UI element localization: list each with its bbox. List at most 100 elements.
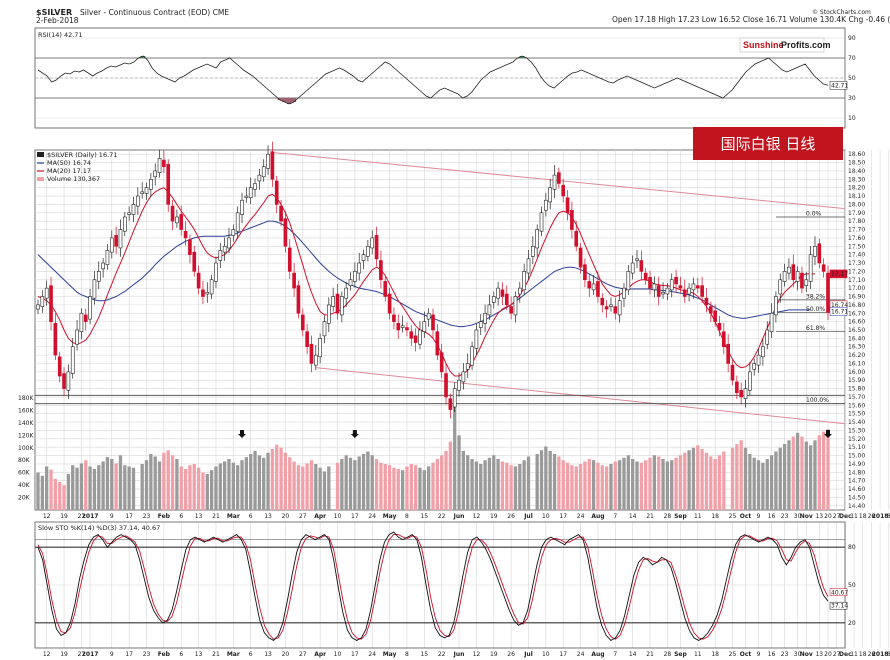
candle-body [626, 271, 631, 291]
candle-body [240, 199, 244, 215]
x-tick-label: 19 [490, 513, 498, 520]
volume-bar [665, 461, 670, 510]
x-tick-label: 9 [757, 513, 761, 520]
volume-bar [327, 466, 331, 510]
rsi-tick-label: 90 [848, 35, 856, 42]
candle-body [717, 323, 722, 331]
x-tick-label: 9 [110, 513, 114, 520]
volume-bar [192, 463, 196, 510]
rsi-label: RSI(14) 42.71 [38, 31, 83, 39]
volume-bar [392, 467, 396, 510]
candle-body [500, 289, 505, 297]
x-tick-label: 25 [729, 513, 737, 520]
candle-body [409, 331, 414, 339]
x-tick-label: 24 [577, 651, 585, 658]
volume-bar [288, 457, 292, 510]
candle-body [49, 285, 53, 322]
x-tick-label: 21 [646, 513, 654, 520]
candle-body [739, 389, 744, 398]
candle-body [175, 216, 179, 224]
candle-body [600, 297, 605, 306]
price-tick-label: 15.70 [848, 394, 865, 401]
candle-body [687, 287, 691, 295]
x-tick-label: 24 [368, 513, 376, 520]
candle-body [331, 296, 335, 307]
volume-bar [262, 457, 266, 510]
candle-body [227, 237, 231, 249]
volume-bar [236, 465, 240, 510]
volume-bar [105, 457, 110, 510]
candle-body [170, 205, 175, 222]
candle-body [748, 371, 752, 391]
candle-body [309, 343, 314, 364]
fib-label: 38.2% [806, 293, 825, 300]
x-tick-label: 17 [559, 651, 567, 658]
candle-body [235, 212, 240, 232]
price-tick-label: 17.10 [848, 277, 865, 284]
candle-body [300, 314, 305, 331]
x-tick-label: Mar [227, 651, 240, 658]
x-tick-label: 9 [757, 651, 761, 658]
volume-bar [444, 450, 448, 510]
volume-bar [492, 455, 496, 510]
volume-bar [604, 466, 609, 510]
candle-body [92, 279, 97, 299]
candle-body [622, 287, 626, 299]
volume-bar [787, 440, 791, 510]
x-tick-label: 26 [507, 651, 515, 658]
volume-bar [88, 466, 92, 510]
volume-bar [782, 444, 787, 510]
volume-bar [670, 460, 674, 510]
price-tick-label: 16.60 [848, 319, 865, 326]
price-tick-label: 17.70 [848, 227, 865, 234]
volume-bar [565, 462, 570, 510]
candle-body [140, 191, 144, 194]
x-tick-label: 8 [405, 513, 409, 520]
candle-body [652, 283, 657, 291]
price-tick-label: 15.10 [848, 444, 865, 451]
candle-body [57, 356, 62, 377]
volume-bar [466, 455, 470, 510]
candle-body [465, 363, 470, 370]
volume-bar [314, 463, 318, 510]
volume-bar [561, 460, 565, 510]
candle-body [66, 371, 71, 391]
x-tick-label: Aug [591, 651, 604, 658]
candle-body [561, 184, 566, 197]
candle-body [105, 250, 110, 265]
volume-bar [179, 466, 183, 510]
x-tick-label: 12 [43, 513, 51, 520]
price-tick-label: 16.40 [848, 335, 865, 342]
candle-body [795, 271, 800, 282]
price-tick-label: 16.80 [848, 302, 865, 309]
volume-bar [166, 450, 170, 510]
candle-body [557, 172, 561, 184]
volume-bar [513, 466, 518, 510]
channel-lower-line [315, 367, 846, 425]
stochastic-panel: Slow STO %K(14) %D(3) 37.14, 40.67 80 50 2… [34, 521, 856, 649]
candle-body [821, 264, 826, 272]
candle-body [609, 304, 613, 307]
x-tick-label: 26 [868, 651, 876, 658]
volume-bar [500, 461, 505, 510]
x-tick-label: 11 [694, 651, 702, 658]
candle-body [491, 296, 496, 303]
price-tick-label: 14.80 [848, 469, 865, 476]
candle-body [791, 264, 796, 281]
volume-bar [648, 457, 652, 510]
volume-bar [657, 456, 661, 510]
price-tick-label: 14.50 [848, 494, 865, 501]
candle-body [366, 245, 370, 257]
candle-body [122, 216, 127, 232]
volume-bar [713, 458, 717, 510]
volume-bar [335, 462, 340, 510]
x-tick-label: Jun [453, 651, 465, 658]
candle-body [548, 187, 553, 203]
banner-text: 国际白银 日线 [721, 135, 816, 153]
candle-body [157, 158, 162, 173]
volume-bar [127, 466, 131, 510]
x-tick-label: 18 [859, 651, 867, 658]
volume-bar [765, 458, 769, 510]
volume-bar [730, 447, 735, 510]
